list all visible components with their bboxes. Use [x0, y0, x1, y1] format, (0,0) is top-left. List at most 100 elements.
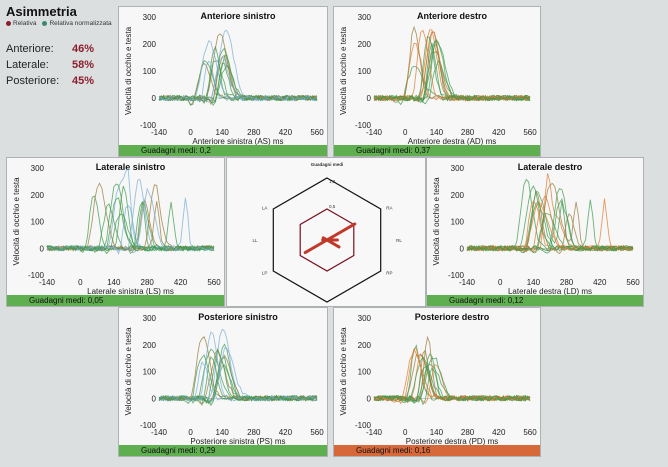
y-tick-label: 200 [358, 40, 372, 49]
radar-outer-ring [272, 177, 382, 303]
x-tick-label: 280 [247, 428, 261, 437]
x-tick-label: 140 [527, 278, 541, 287]
y-tick-label: 300 [143, 314, 157, 323]
y-tick-label: 0 [152, 94, 157, 103]
x-tick-label: -140 [151, 128, 168, 137]
radar-axis-label: RP [386, 270, 392, 275]
radar-axis-label: LP [262, 270, 268, 275]
x-axis-label: Anteriore destra (AD) ms [408, 137, 496, 146]
gain-footer-ls: Guadagni medi: 0,05 [7, 295, 224, 306]
x-tick-label: 140 [430, 128, 444, 137]
y-tick-label: -100 [355, 421, 372, 430]
panel-lateral-left[interactable]: Laterale sinistro Velocità di occhio e te… [6, 157, 225, 307]
velocity-trace [158, 354, 318, 405]
y-axis-label: Velocità di occhio e testa [339, 327, 348, 416]
y-tick-label: 0 [460, 244, 465, 253]
radar-gain-spoke [303, 238, 329, 255]
x-axis-label: Posteriore sinistra (PS) ms [190, 437, 285, 446]
x-tick-label: 140 [216, 128, 230, 137]
velocity-trace [373, 335, 531, 402]
panel-title: Anteriore destro [417, 11, 488, 21]
y-tick-label: 100 [358, 67, 372, 76]
legend-dot-icon [42, 20, 48, 26]
panel-anterior-right[interactable]: Anteriore destro Velocità di occhio e tes… [333, 6, 541, 157]
asymmetry-title: Asimmetria [6, 4, 77, 19]
x-tick-label: 560 [523, 428, 537, 437]
x-axis-label: Laterale sinistra (LS) ms [87, 287, 174, 296]
legend-item-relative: Relativa [6, 20, 36, 27]
y-tick-label: 100 [143, 67, 157, 76]
x-tick-label: 420 [492, 128, 506, 137]
stat-lateral: Laterale: 58% [6, 59, 94, 71]
radar-scale-label: 1,0 [329, 179, 336, 184]
x-tick-label: 0 [78, 278, 83, 287]
x-tick-label: 280 [461, 128, 475, 137]
x-tick-label: 560 [207, 278, 221, 287]
y-tick-label: 200 [143, 341, 157, 350]
panel-title: Laterale destro [518, 162, 583, 172]
y-tick-label: 0 [152, 394, 157, 403]
velocity-trace [373, 344, 531, 403]
radar-scale-label: 0,5 [329, 204, 336, 209]
velocity-trace [373, 353, 531, 403]
gain-footer-pd: Guadagni medi: 0,16 [334, 445, 540, 456]
velocity-trace [373, 29, 531, 103]
radar-gain-spoke [325, 222, 357, 242]
velocity-trace [373, 39, 531, 102]
gain-footer-ad: Guadagni medi: 0,37 [334, 145, 540, 156]
y-tick-label: 300 [358, 314, 372, 323]
x-axis-label: Posteriore destra (PD) ms [406, 437, 498, 446]
x-tick-label: -140 [366, 128, 383, 137]
y-tick-label: 0 [367, 94, 372, 103]
velocity-trace [373, 35, 531, 102]
x-tick-label: 420 [593, 278, 607, 287]
panel-lateral-right[interactable]: Laterale destro Velocità di occhio e test… [426, 157, 644, 307]
velocity-trace [373, 31, 531, 102]
radar-gains-panel: Guadagni medi 1,0 0,5 LA RA LL RL LP RP [226, 157, 426, 307]
asymmetry-stats: Anteriore: 46% Laterale: 58% Posteriore: 45… [6, 41, 114, 89]
x-tick-label: 560 [523, 128, 537, 137]
stat-posterior: Posteriore: 45% [6, 75, 94, 87]
velocity-trace [158, 56, 318, 103]
panel-posterior-left[interactable]: Posteriore sinistro Velocità di occhio e … [118, 307, 328, 457]
x-axis-label: Laterale destra (LD) ms [508, 287, 592, 296]
chart-lateral-right: Laterale destro Velocità di occhio e test… [432, 162, 640, 296]
velocity-trace [373, 367, 531, 406]
y-axis-label: Velocità di occhio e testa [124, 26, 133, 115]
x-tick-label: -140 [366, 428, 383, 437]
radar-chart: Guadagni medi 1,0 0,5 LA RA LL RL LP RP [252, 162, 402, 303]
y-tick-label: 100 [31, 218, 45, 227]
velocity-trace [158, 328, 318, 402]
y-axis-label: Velocità di occhio e testa [124, 327, 133, 416]
panel-anterior-left[interactable]: Anteriore sinistro Velocità di occhio e t… [118, 6, 328, 157]
panel-title: Posteriore sinistro [198, 312, 278, 322]
x-tick-label: 0 [188, 128, 193, 137]
x-tick-label: 140 [430, 428, 444, 437]
panel-title: Posteriore destro [415, 312, 490, 322]
velocity-trace [373, 31, 531, 102]
velocity-trace [158, 347, 318, 404]
chart-posterior-right: Posteriore destro Velocità di occhio e te… [339, 312, 537, 446]
chart-anterior-left: Anteriore sinistro Velocità di occhio e t… [124, 11, 324, 146]
x-tick-label: 420 [174, 278, 188, 287]
legend-item-normalized: Relativa normalizzata [42, 20, 112, 27]
x-axis-label: Anteriore sinistra (AS) ms [192, 137, 283, 146]
y-tick-label: 100 [143, 368, 157, 377]
x-tick-label: 560 [310, 128, 324, 137]
x-tick-label: 560 [310, 428, 324, 437]
velocity-trace [46, 187, 215, 254]
x-tick-label: -140 [151, 428, 168, 437]
y-tick-label: 200 [143, 40, 157, 49]
radar-axis-label: RA [386, 206, 392, 211]
x-tick-label: 0 [498, 278, 503, 287]
stat-anterior: Anteriore: 46% [6, 43, 94, 55]
x-tick-label: 420 [279, 128, 293, 137]
velocity-trace [46, 183, 215, 252]
panel-title: Anteriore sinistro [200, 11, 276, 21]
x-tick-label: 0 [403, 428, 408, 437]
asymmetry-legend: Relativa Relativa normalizzata [6, 20, 114, 27]
gain-footer-as: Guadagni medi: 0,2 [119, 145, 327, 156]
y-tick-label: 200 [358, 341, 372, 350]
panel-posterior-right[interactable]: Posteriore destro Velocità di occhio e te… [333, 307, 541, 457]
y-tick-label: 200 [31, 191, 45, 200]
